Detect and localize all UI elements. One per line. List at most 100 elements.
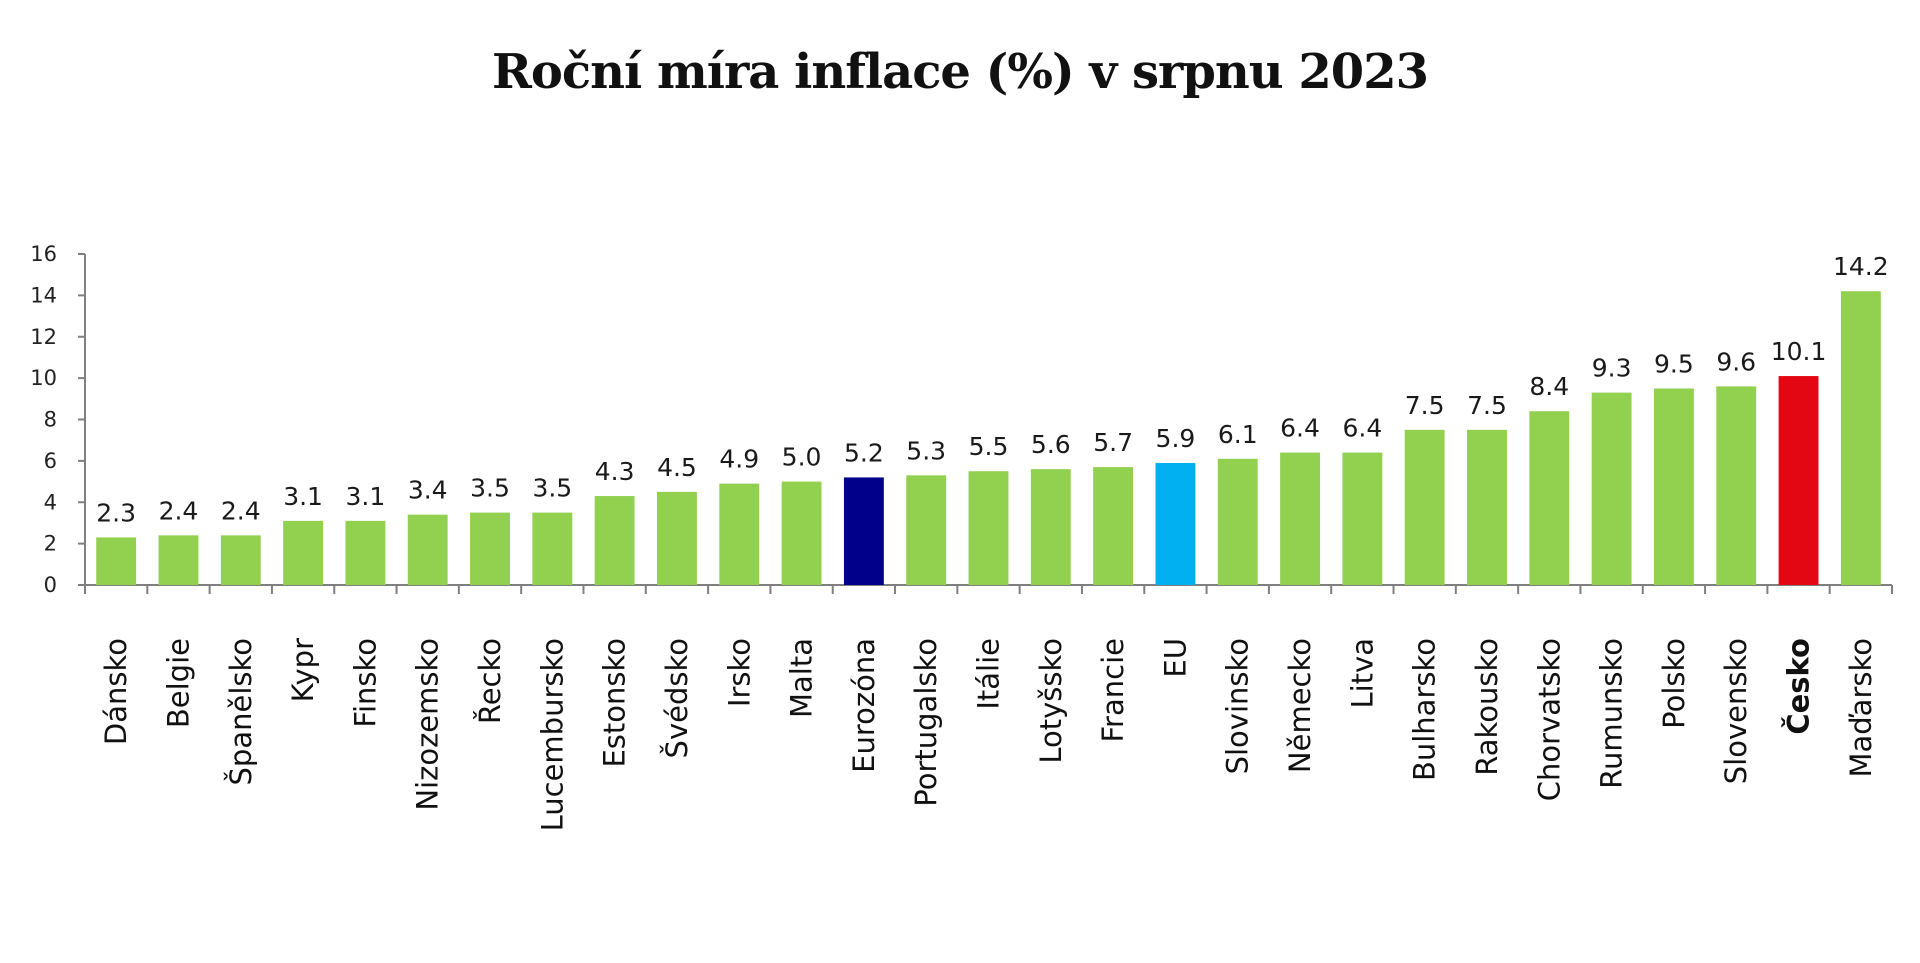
- value-label: 7.5: [1467, 391, 1507, 420]
- value-label: 8.4: [1529, 372, 1569, 401]
- category-label: Česko: [1782, 638, 1816, 735]
- value-label: 5.3: [906, 436, 946, 465]
- category-label: Řecko: [473, 638, 507, 724]
- bar: [719, 483, 760, 585]
- category-label: Slovinsko: [1221, 638, 1255, 774]
- value-label: 3.1: [346, 482, 386, 511]
- category-label: Malta: [785, 638, 819, 718]
- bar: [1030, 469, 1071, 585]
- category-label: Rumunsko: [1595, 638, 1629, 789]
- chart-title: Roční míra inflace (%) v srpnu 2023: [491, 44, 1429, 100]
- value-label: 4.5: [657, 453, 697, 482]
- bar: [968, 471, 1009, 585]
- value-label: 2.4: [159, 496, 199, 525]
- bar: [345, 520, 386, 585]
- value-label: 2.4: [221, 496, 261, 525]
- bars: [96, 291, 1881, 585]
- bar: [1840, 291, 1881, 585]
- y-tick-label: 16: [30, 242, 57, 266]
- value-label: 6.1: [1218, 420, 1258, 449]
- bar: [843, 477, 884, 585]
- y-tick-label: 2: [44, 532, 57, 556]
- bar: [1155, 462, 1196, 585]
- bar: [470, 512, 510, 585]
- y-tick-label: 8: [44, 408, 57, 432]
- bar: [283, 520, 324, 585]
- category-label: Slovensko: [1719, 638, 1753, 784]
- bar: [532, 512, 573, 585]
- category-label: Nizozemsko: [411, 638, 445, 811]
- y-tick-label: 12: [30, 325, 57, 349]
- value-label: 4.3: [595, 457, 635, 486]
- value-label: 9.5: [1654, 349, 1694, 378]
- category-label: Španělsko: [224, 638, 258, 785]
- bar: [781, 481, 822, 585]
- value-label: 5.6: [1031, 430, 1071, 459]
- bar: [1591, 392, 1632, 585]
- category-label: Litva: [1345, 638, 1379, 709]
- category-label: Polsko: [1657, 638, 1691, 729]
- value-label: 5.7: [1093, 428, 1133, 457]
- category-label: Maďarsko: [1844, 638, 1878, 778]
- bar: [158, 535, 199, 585]
- category-label: Lucembursko: [535, 638, 569, 831]
- category-label: Švédsko: [660, 638, 694, 758]
- value-label: 3.5: [470, 474, 510, 503]
- bar: [96, 537, 137, 585]
- y-tick-label: 10: [30, 366, 57, 390]
- category-label: Belgie: [161, 638, 195, 728]
- value-label: 3.4: [408, 476, 448, 505]
- category-label: Irsko: [722, 638, 756, 707]
- category-label: Itálie: [972, 638, 1006, 710]
- y-tick-label: 14: [30, 283, 57, 307]
- value-label: 14.2: [1833, 252, 1889, 281]
- bar: [1404, 429, 1445, 585]
- category-label: Německo: [1283, 638, 1317, 773]
- bar: [657, 491, 697, 585]
- value-label: 5.9: [1156, 424, 1196, 453]
- category-label: Lotyšsko: [1034, 638, 1068, 764]
- y-tick-label: 4: [44, 490, 57, 514]
- bar: [1467, 429, 1507, 585]
- value-label: 10.1: [1771, 337, 1827, 366]
- category-label: Rakousko: [1470, 638, 1504, 776]
- category-label: Dánsko: [99, 638, 133, 745]
- category-label: Portugalsko: [909, 638, 943, 807]
- category-label: Estonsko: [598, 638, 632, 768]
- category-label: Kypr: [286, 638, 320, 702]
- bar: [1093, 467, 1134, 585]
- bar: [1529, 411, 1570, 585]
- bar: [1342, 452, 1383, 585]
- value-label: 9.3: [1592, 354, 1632, 383]
- bar: [1280, 452, 1320, 585]
- value-label: 5.2: [844, 438, 884, 467]
- bar: [1716, 386, 1757, 585]
- value-label: 6.4: [1342, 414, 1382, 443]
- category-label: Francie: [1096, 638, 1130, 743]
- category-label: Chorvatsko: [1532, 638, 1566, 801]
- bar: [1653, 388, 1694, 585]
- y-tick-label: 6: [44, 449, 57, 473]
- category-label: Finsko: [348, 638, 382, 728]
- bar: [1217, 458, 1258, 585]
- bar: [1778, 376, 1819, 585]
- value-label: 7.5: [1405, 391, 1445, 420]
- value-label: 3.1: [283, 482, 323, 511]
- category-label: Bulharsko: [1408, 638, 1442, 781]
- y-tick-label: 0: [44, 573, 57, 597]
- value-label: 3.5: [532, 474, 572, 503]
- bar: [407, 514, 448, 585]
- value-label: 5.5: [969, 432, 1009, 461]
- value-label: 6.4: [1280, 414, 1320, 443]
- category-label: Eurozóna: [847, 638, 881, 773]
- value-labels: 2.3 2.4 2.4 3.1 3.1 3.4 3.5 3.5 4.3 4.5 4.9 5.0 5.2 5…: [96, 252, 1888, 527]
- category-label: EU: [1158, 638, 1192, 678]
- value-label: 4.9: [719, 445, 759, 474]
- category-labels: Dánsko Belgie Španělsko Kypr Finsko Nizozemsk…: [99, 638, 1878, 831]
- bar: [594, 496, 635, 585]
- value-label: 9.6: [1716, 347, 1756, 376]
- bar: [220, 535, 261, 585]
- value-label: 5.0: [782, 443, 822, 472]
- value-label: 2.3: [96, 498, 136, 527]
